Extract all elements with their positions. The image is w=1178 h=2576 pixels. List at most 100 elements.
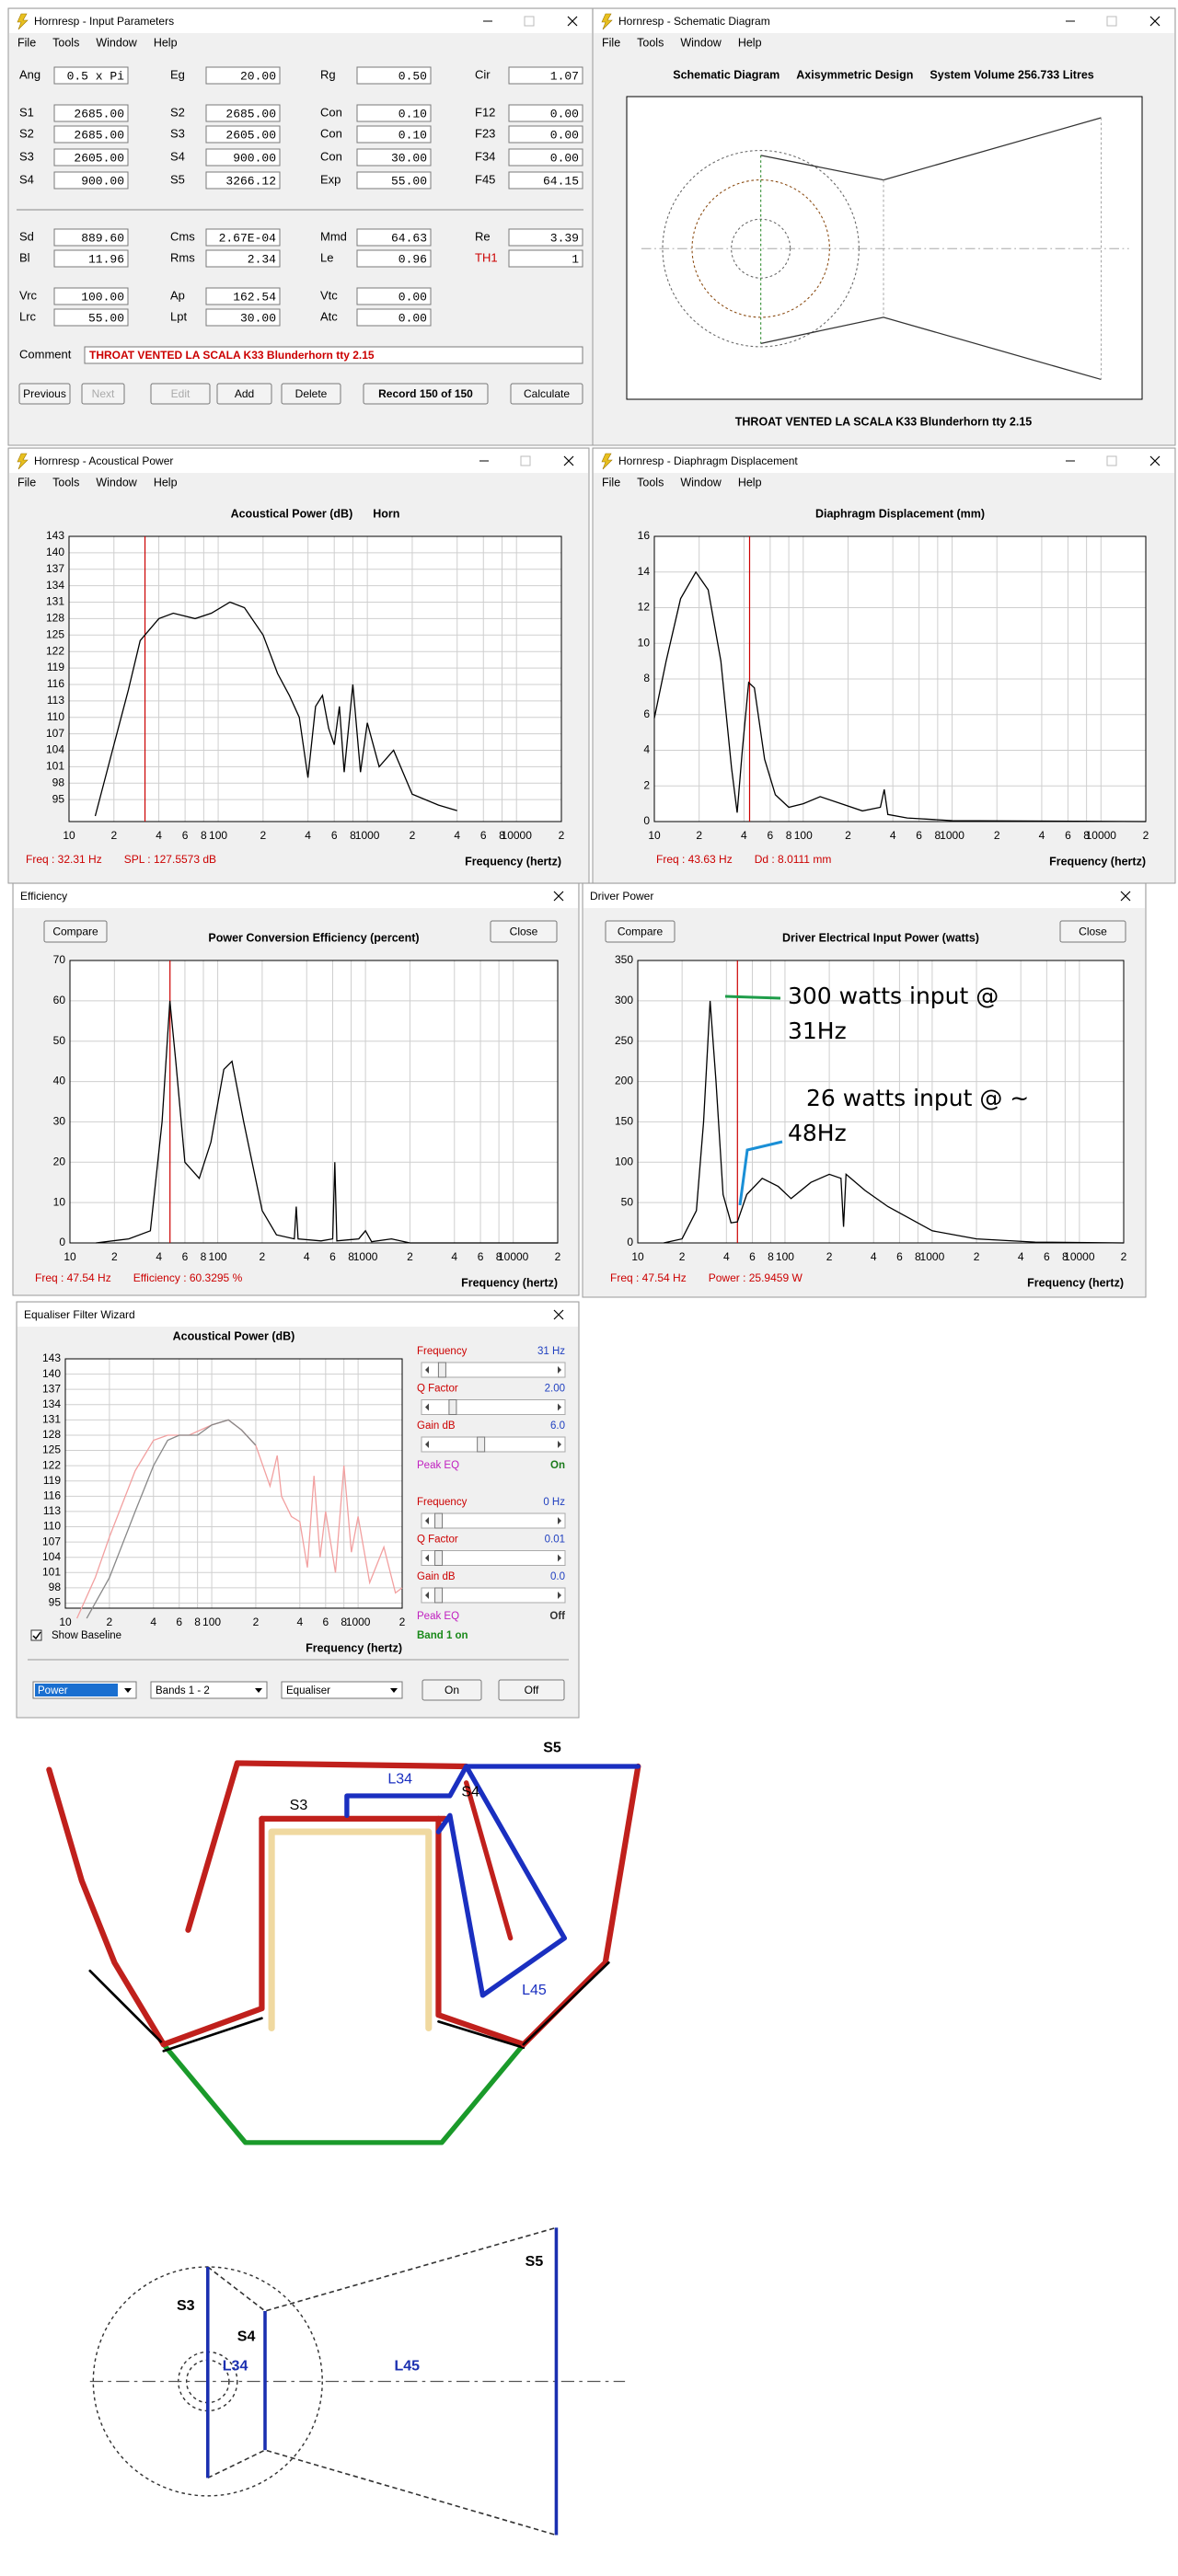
close-button[interactable] (553, 891, 564, 902)
maximize-button[interactable] (1106, 16, 1117, 27)
close-button[interactable] (1120, 891, 1131, 902)
button-label[interactable]: Compare (618, 926, 664, 938)
close-button[interactable] (563, 455, 574, 466)
button-label[interactable]: Previous (23, 387, 66, 400)
slider-knob[interactable] (477, 1436, 486, 1453)
field-box[interactable] (356, 249, 432, 268)
button[interactable] (490, 920, 558, 943)
field-value[interactable]: 889.60 (81, 231, 124, 245)
button[interactable] (510, 383, 583, 405)
field-box[interactable] (356, 148, 432, 167)
menu-item[interactable]: Window (680, 476, 722, 489)
field-value[interactable]: 0.00 (398, 311, 427, 325)
button[interactable] (18, 383, 71, 405)
menu-item[interactable]: Window (680, 36, 722, 49)
field-box[interactable] (205, 308, 281, 327)
field-box[interactable] (205, 249, 281, 268)
button[interactable] (43, 920, 108, 943)
button-label[interactable]: Close (1079, 926, 1107, 938)
field-value[interactable]: 30.00 (240, 311, 276, 325)
button-label[interactable]: Record 150 of 150 (378, 387, 473, 400)
field-value[interactable]: 0.50 (398, 69, 427, 83)
field-value[interactable]: 55.00 (88, 311, 124, 325)
dropdown[interactable] (150, 1681, 268, 1699)
field-box[interactable] (205, 287, 281, 305)
field-box[interactable] (356, 308, 432, 327)
field-value[interactable]: 20.00 (240, 69, 276, 83)
button[interactable] (1059, 920, 1126, 943)
button[interactable] (498, 1679, 565, 1701)
menu-item[interactable]: Help (154, 36, 178, 49)
field-box[interactable] (508, 104, 583, 122)
button-label[interactable]: Delete (295, 387, 328, 400)
slider-knob[interactable] (448, 1399, 457, 1415)
button-label[interactable]: Off (525, 1684, 539, 1696)
field-box[interactable] (205, 228, 281, 247)
field-box[interactable] (205, 104, 281, 122)
maximize-button[interactable] (524, 16, 535, 27)
field-value[interactable]: 64.15 (543, 174, 579, 188)
field-box[interactable] (53, 104, 129, 122)
button[interactable] (81, 383, 125, 405)
field-box[interactable] (53, 171, 129, 190)
menu-item[interactable]: File (602, 476, 620, 489)
dropdown-value[interactable]: Power (38, 1685, 68, 1696)
menu-item[interactable]: File (17, 476, 36, 489)
field-value[interactable]: 0.5 x Pi (67, 69, 125, 83)
menu-item[interactable]: Tools (637, 476, 664, 489)
button[interactable] (605, 920, 676, 943)
slider-knob[interactable] (434, 1550, 444, 1566)
button-label[interactable]: Close (510, 926, 538, 938)
field-value[interactable]: 0.00 (550, 128, 579, 142)
field-value[interactable]: 162.54 (233, 290, 276, 304)
button[interactable] (150, 383, 211, 405)
field-value[interactable]: 30.00 (391, 151, 427, 165)
field-value[interactable]: 3266.12 (225, 174, 276, 188)
field-value[interactable]: 2685.00 (74, 128, 124, 142)
field-box[interactable] (205, 148, 281, 167)
checkbox[interactable] (30, 1629, 42, 1641)
field-box[interactable] (356, 125, 432, 144)
field-box[interactable] (356, 104, 432, 122)
field-box[interactable] (508, 228, 583, 247)
comment-box[interactable] (84, 346, 583, 364)
field-value[interactable]: 2605.00 (225, 128, 276, 142)
field-value[interactable]: 0.10 (398, 128, 427, 142)
field-value[interactable]: 2685.00 (225, 107, 276, 121)
field-box[interactable] (356, 66, 432, 85)
field-box[interactable] (356, 287, 432, 305)
close-button[interactable] (1149, 16, 1161, 27)
field-value[interactable]: 2605.00 (74, 151, 124, 165)
slider-track[interactable] (421, 1399, 566, 1415)
menu-item[interactable]: File (17, 36, 36, 49)
field-box[interactable] (508, 66, 583, 85)
comment-value[interactable]: THROAT VENTED LA SCALA K33 Blunderhorn t… (89, 349, 375, 362)
field-value[interactable]: 0.00 (398, 290, 427, 304)
field-box[interactable] (53, 249, 129, 268)
maximize-button[interactable] (520, 455, 531, 466)
menu-item[interactable]: Tools (52, 36, 79, 49)
field-value[interactable]: 2685.00 (74, 107, 124, 121)
field-value[interactable]: 11.96 (88, 252, 124, 266)
field-box[interactable] (53, 148, 129, 167)
field-value[interactable]: 1.07 (550, 69, 579, 83)
field-value[interactable]: 100.00 (81, 290, 124, 304)
button-label[interactable]: Calculate (524, 387, 570, 400)
field-value[interactable]: 55.00 (391, 174, 427, 188)
button-label[interactable]: Edit (171, 387, 191, 400)
menu-item[interactable]: Window (96, 476, 137, 489)
field-box[interactable] (508, 148, 583, 167)
field-value[interactable]: 0.00 (550, 151, 579, 165)
button[interactable] (216, 383, 272, 405)
dropdown[interactable] (281, 1681, 403, 1699)
menu-item[interactable]: Tools (637, 36, 664, 49)
dropdown-value[interactable]: Equaliser (286, 1685, 330, 1696)
field-box[interactable] (508, 171, 583, 190)
slider-track[interactable] (421, 1512, 566, 1529)
field-value[interactable]: 0.10 (398, 107, 427, 121)
menu-item[interactable]: Tools (52, 476, 79, 489)
field-box[interactable] (356, 171, 432, 190)
field-box[interactable] (508, 125, 583, 144)
close-button[interactable] (553, 1309, 564, 1320)
dropdown-value[interactable]: Bands 1 - 2 (156, 1685, 210, 1696)
